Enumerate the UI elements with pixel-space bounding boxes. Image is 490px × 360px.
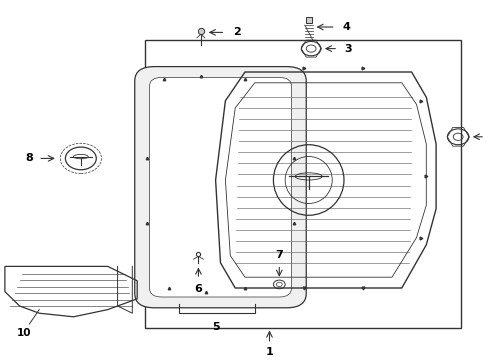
Text: 2: 2	[233, 27, 241, 37]
Text: 8: 8	[25, 153, 33, 163]
Text: 4: 4	[342, 22, 350, 32]
FancyBboxPatch shape	[135, 67, 306, 308]
Text: 5: 5	[212, 322, 220, 332]
Text: 10: 10	[17, 328, 32, 338]
Text: 7: 7	[275, 250, 283, 260]
Bar	[145, 40, 461, 328]
Text: 3: 3	[344, 44, 352, 54]
FancyBboxPatch shape	[149, 77, 292, 297]
Text: 6: 6	[195, 284, 202, 294]
Text: 1: 1	[266, 347, 273, 357]
